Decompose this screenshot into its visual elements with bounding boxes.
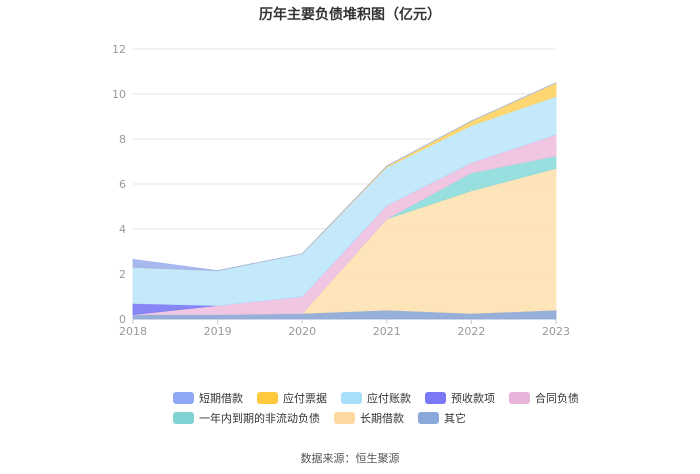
legend-swatch [173, 412, 194, 424]
area-series-7 [132, 82, 557, 272]
legend-swatch [425, 392, 446, 404]
y-tick-label: 8 [119, 133, 126, 146]
legend-swatch [418, 412, 439, 424]
data-source: 数据来源：恒生聚源 [300, 452, 400, 465]
legend-swatch [334, 412, 355, 424]
x-tick-label: 2019 [204, 325, 232, 338]
legend-item[interactable]: 应付票据 [257, 390, 327, 406]
legend-row-1: 短期借款 应付票据 应付账款 预收款项 合同负债 [173, 388, 593, 408]
legend-item[interactable]: 长期借款 [334, 410, 404, 426]
y-tick-label: 10 [112, 88, 126, 101]
legend-item[interactable]: 预收款项 [425, 390, 495, 406]
x-tick-label: 2023 [542, 325, 570, 338]
legend-label: 一年内到期的非流动负债 [199, 412, 320, 425]
legend: 短期借款 应付票据 应付账款 预收款项 合同负债 一年内到期的非流动负债 长期借款 其它 [173, 388, 593, 428]
legend-item[interactable]: 一年内到期的非流动负债 [173, 410, 320, 426]
y-tick-label: 4 [119, 223, 126, 236]
legend-item[interactable]: 合同负债 [509, 390, 579, 406]
y-tick-label: 12 [112, 43, 126, 56]
legend-item[interactable]: 短期借款 [173, 390, 243, 406]
y-tick-label: 0 [119, 313, 126, 326]
stacked-area-chart: 0 2 4 6 8 10 12 2018 2019 2020 2021 2022 2023 [112, 43, 570, 338]
x-tick-label: 2018 [119, 325, 147, 338]
legend-swatch [173, 392, 194, 404]
x-tick-label: 2021 [373, 325, 401, 338]
legend-label: 其它 [444, 412, 466, 425]
legend-label: 应付账款 [367, 392, 411, 405]
legend-label: 短期借款 [199, 392, 243, 405]
legend-label: 长期借款 [360, 412, 404, 425]
legend-swatch [509, 392, 530, 404]
legend-label: 预收款项 [451, 392, 495, 405]
legend-row-2: 一年内到期的非流动负债 长期借款 其它 [173, 408, 593, 428]
legend-item[interactable]: 其它 [418, 410, 466, 426]
legend-label: 应付票据 [283, 392, 327, 405]
y-tick-label: 2 [119, 268, 126, 281]
legend-swatch [257, 392, 278, 404]
legend-item[interactable]: 应付账款 [341, 390, 411, 406]
x-tick-label: 2020 [288, 325, 316, 338]
legend-swatch [341, 392, 362, 404]
chart-title: 历年主要负债堆积图（亿元） [259, 7, 441, 23]
legend-label: 合同负债 [535, 392, 579, 405]
x-tick-label: 2022 [457, 325, 485, 338]
y-tick-label: 6 [119, 178, 126, 191]
